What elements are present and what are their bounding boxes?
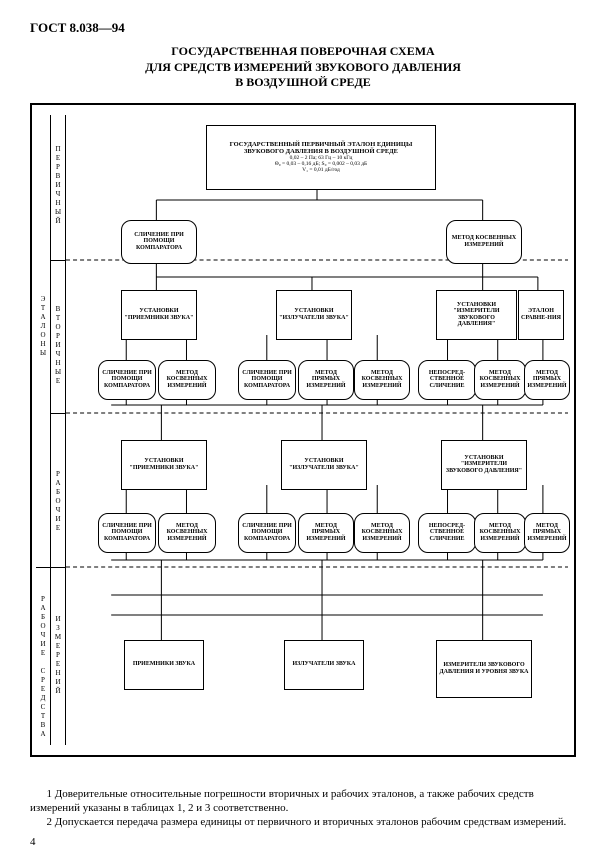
node-method: МЕТОД КОСВЕННЫХ ИЗМЕРЕНИЙ	[158, 360, 216, 400]
gost-code: ГОСТ 8.038—94	[30, 20, 576, 36]
sidebar-sep	[51, 567, 65, 568]
title-line-3: В ВОЗДУШНОЙ СРЕДЕ	[30, 75, 576, 91]
node-indirect: МЕТОД КОСВЕННЫХ ИЗМЕРЕНИЙ	[446, 220, 522, 264]
node-ustanovki-izluchateli-2: УСТАНОВКИ "ИЗЛУЧАТЕЛИ ЗВУКА"	[281, 440, 367, 490]
diagram-title: ГОСУДАРСТВЕННАЯ ПОВЕРОЧНАЯ СХЕМА ДЛЯ СРЕ…	[30, 44, 576, 91]
node-ustanovki-priemniki: УСТАНОВКИ "ПРИЕМНИКИ ЗВУКА"	[121, 290, 197, 340]
node-ustanovki-priemniki-2: УСТАНОВКИ "ПРИЕМНИКИ ЗВУКА"	[121, 440, 207, 490]
node-method: МЕТОД КОСВЕННЫХ ИЗМЕРЕНИЙ	[158, 513, 216, 553]
page-number: 4	[30, 836, 576, 848]
sidebar-label-rabochie: РАБОЧИЕ СРЕДСТВА	[39, 595, 47, 739]
node-method: НЕПОСРЕД-СТВЕННОЕ СЛИЧЕНИЕ	[418, 360, 476, 400]
diagram-frame: ЭТАЛОНЫ РАБОЧИЕ СРЕДСТВА ПЕРВИЧНЫЙ ВТОРИ…	[30, 103, 576, 757]
sidebar-label-vtorichnye: ВТОРИЧНЫЕ	[54, 305, 62, 386]
node-etalon-sravneniya: ЭТАЛОН СРАВНЕ-НИЯ	[518, 290, 564, 340]
node-method: НЕПОСРЕД-СТВЕННОЕ СЛИЧЕНИЕ	[418, 513, 476, 553]
sidebar-label-rabochie2: РАБОЧИЕ	[54, 470, 62, 533]
sidebar-sep	[51, 260, 65, 261]
node-priemniki-zvuka: ПРИЕМНИКИ ЗВУКА	[124, 640, 204, 690]
node-method: МЕТОД ПРЯМЫХ ИЗМЕРЕНИЙ	[298, 513, 354, 553]
node-method: МЕТОД КОСВЕННЫХ ИЗМЕРЕНИЙ	[354, 513, 410, 553]
node-method: МЕТОД ПРЯМЫХ ИЗМЕРЕНИЙ	[524, 513, 570, 553]
node-subtext: V₁ = 0,01 дБ/год	[302, 167, 340, 173]
node-ustanovki-izluchateli: УСТАНОВКИ "ИЗЛУЧАТЕЛИ ЗВУКА"	[276, 290, 352, 340]
node-text: ГОСУДАРСТВЕННЫЙ ПЕРВИЧНЫЙ ЭТАЛОН ЕДИНИЦЫ…	[211, 141, 431, 155]
sidebar-label-izmereniy: ИЗМЕРЕНИЙ	[54, 615, 62, 696]
sidebar-col1: ЭТАЛОНЫ РАБОЧИЕ СРЕДСТВА	[36, 115, 51, 745]
node-method: СЛИЧЕНИЕ ПРИ ПОМОЩИ КОМПАРАТОРА	[98, 360, 156, 400]
node-method: СЛИЧЕНИЕ ПРИ ПОМОЩИ КОМПАРАТОРА	[238, 513, 296, 553]
node-method: МЕТОД КОСВЕННЫХ ИЗМЕРЕНИЙ	[354, 360, 410, 400]
node-ustanovki-izmeriteli-2: УСТАНОВКИ "ИЗМЕРИТЕЛИ ЗВУКОВОГО ДАВЛЕНИЯ…	[441, 440, 527, 490]
node-ustanovki-izmeriteli: УСТАНОВКИ "ИЗМЕРИТЕЛИ ЗВУКОВОГО ДАВЛЕНИЯ…	[436, 290, 517, 340]
sidebar: ЭТАЛОНЫ РАБОЧИЕ СРЕДСТВА ПЕРВИЧНЫЙ ВТОРИ…	[36, 115, 66, 745]
footnote-1: 1 Доверительные относительные погрешност…	[30, 787, 576, 816]
node-izluchateli-zvuka: ИЗЛУЧАТЕЛИ ЗВУКА	[284, 640, 364, 690]
node-method: МЕТОД КОСВЕННЫХ ИЗМЕРЕНИЙ	[474, 360, 526, 400]
node-comparator: СЛИЧЕНИЕ ПРИ ПОМОЩИ КОМПАРАТОРА	[121, 220, 197, 264]
node-method: СЛИЧЕНИЕ ПРИ ПОМОЩИ КОМПАРАТОРА	[98, 513, 156, 553]
node-primary-etalon: ГОСУДАРСТВЕННЫЙ ПЕРВИЧНЫЙ ЭТАЛОН ЕДИНИЦЫ…	[206, 125, 436, 190]
title-line-1: ГОСУДАРСТВЕННАЯ ПОВЕРОЧНАЯ СХЕМА	[30, 44, 576, 60]
sidebar-sep	[51, 413, 65, 414]
footnote-2: 2 Допускается передача размера единицы о…	[30, 815, 576, 829]
title-line-2: ДЛЯ СРЕДСТВ ИЗМЕРЕНИЙ ЗВУКОВОГО ДАВЛЕНИЯ	[30, 60, 576, 76]
node-method: МЕТОД КОСВЕННЫХ ИЗМЕРЕНИЙ	[474, 513, 526, 553]
node-method: СЛИЧЕНИЕ ПРИ ПОМОЩИ КОМПАРАТОРА	[238, 360, 296, 400]
node-method: МЕТОД ПРЯМЫХ ИЗМЕРЕНИЙ	[298, 360, 354, 400]
sidebar-sep	[36, 567, 50, 568]
node-izmeriteli-davleniya: ИЗМЕРИТЕЛИ ЗВУКОВОГО ДАВЛЕНИЯ И УРОВНЯ З…	[436, 640, 532, 698]
diagram-area: ГОСУДАРСТВЕННЫЙ ПЕРВИЧНЫЙ ЭТАЛОН ЕДИНИЦЫ…	[66, 115, 568, 745]
node-method: МЕТОД ПРЯМЫХ ИЗМЕРЕНИЙ	[524, 360, 570, 400]
footnotes: 1 Доверительные относительные погрешност…	[30, 787, 576, 830]
sidebar-label-etalony: ЭТАЛОНЫ	[39, 295, 47, 358]
sidebar-col2: ПЕРВИЧНЫЙ ВТОРИЧНЫЕ РАБОЧИЕ ИЗМЕРЕНИЙ	[51, 115, 66, 745]
sidebar-label-pervichny: ПЕРВИЧНЫЙ	[54, 145, 62, 226]
